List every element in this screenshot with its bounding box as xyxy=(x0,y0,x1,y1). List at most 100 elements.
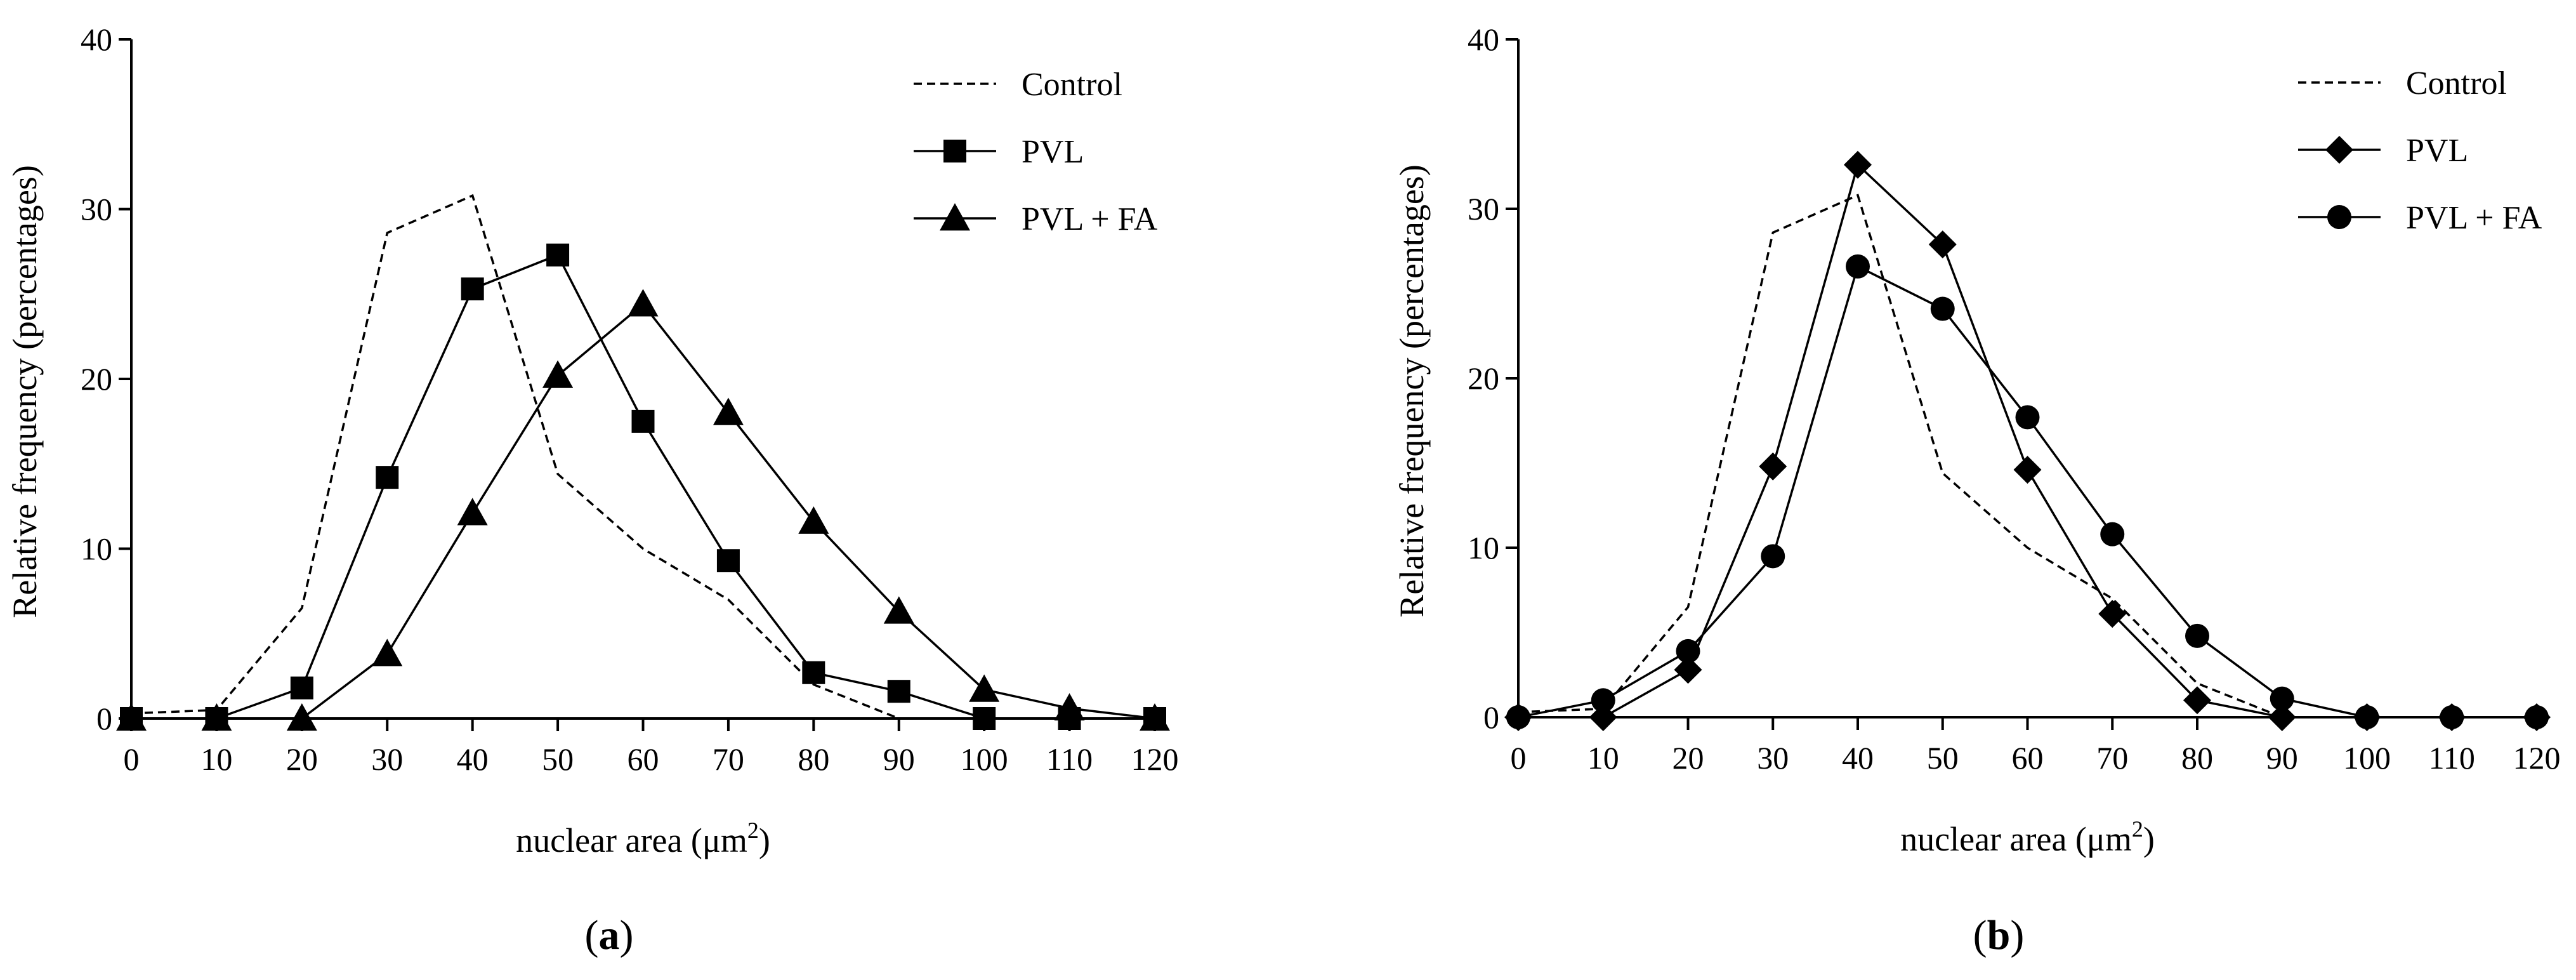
y-tick-label: 20 xyxy=(1468,361,1499,396)
data-point xyxy=(969,674,1000,702)
data-point xyxy=(1054,692,1085,721)
data-point xyxy=(2100,522,2125,546)
series-line xyxy=(131,253,1155,720)
x-tick-label: 80 xyxy=(798,741,829,777)
series-pvl xyxy=(1504,150,2551,731)
data-point xyxy=(1928,230,1957,259)
panel-b: 0 10 20 30 40 0 10 20 30 40 50 60 70 80 90 100 110 120 Rel… xyxy=(1393,22,2561,958)
y-tick-label: 40 xyxy=(81,22,112,57)
data-point xyxy=(116,703,147,731)
x-tick-label: 120 xyxy=(1131,741,1179,777)
data-point xyxy=(1844,150,1872,179)
x-tick-label: 30 xyxy=(1757,740,1789,776)
x-axis-title: nuclear area (μm2) xyxy=(1900,816,2155,858)
series-pvl-fa xyxy=(116,289,1170,731)
data-point xyxy=(457,498,488,526)
data-point xyxy=(716,549,740,573)
data-point xyxy=(542,360,574,388)
data-point xyxy=(1676,639,1700,663)
data-point xyxy=(2013,456,2042,484)
series-line xyxy=(1518,162,2537,718)
y-tick-label: 10 xyxy=(81,531,112,567)
series-line xyxy=(1518,265,2537,718)
panel-label-open: ( xyxy=(1973,912,1987,958)
y-tick-label: 30 xyxy=(1468,191,1499,227)
data-point xyxy=(2268,703,2296,731)
data-point xyxy=(286,703,317,731)
data-point xyxy=(372,639,403,666)
x-tick-label: 50 xyxy=(542,741,574,777)
panel-label: (b) xyxy=(1973,912,2025,958)
legend-label: PVL xyxy=(2406,133,2468,169)
x-tick-label: 110 xyxy=(1046,741,1093,777)
x-tick-label: 110 xyxy=(2429,740,2475,776)
legend-marker xyxy=(940,203,970,231)
data-point xyxy=(1591,688,1615,713)
y-tick-label: 20 xyxy=(81,361,112,397)
series-pvl-fa xyxy=(1506,254,2549,729)
x-tick-label: 90 xyxy=(883,741,915,777)
x-tick-label: 120 xyxy=(2513,740,2561,776)
x-axis-title-superscript: 2 xyxy=(2132,816,2143,842)
data-point xyxy=(713,397,744,425)
x-tick-label: 0 xyxy=(124,741,140,777)
data-point xyxy=(290,676,313,699)
legend-marker xyxy=(943,140,966,162)
data-point xyxy=(2525,705,2549,729)
series-line xyxy=(131,302,1155,720)
panel-a: 0 10 20 30 40 0 10 20 30 40 50 60 70 80 90 100 110 120 Rel… xyxy=(6,22,1179,958)
data-point xyxy=(1506,705,1530,729)
data-point xyxy=(631,409,655,433)
x-tick-label: 80 xyxy=(2181,740,2213,776)
x-tick-label: 20 xyxy=(1672,740,1704,776)
data-point xyxy=(546,243,570,267)
data-point xyxy=(1761,544,1785,569)
y-axis-title: Relative frequency (percentages) xyxy=(6,165,44,618)
x-axis-title-close: ) xyxy=(2143,820,2155,858)
panel-label-letter: b xyxy=(1987,912,2011,958)
x-tick-label: 30 xyxy=(371,741,403,777)
series-control xyxy=(131,194,1155,720)
data-point xyxy=(201,703,232,731)
data-point xyxy=(2270,686,2294,711)
x-tick-label: 0 xyxy=(1511,740,1527,776)
data-point xyxy=(376,466,399,489)
data-point xyxy=(973,707,996,730)
legend-marker xyxy=(2327,205,2351,229)
legend-label: PVL + FA xyxy=(1022,201,1158,237)
x-tick-label: 60 xyxy=(2012,740,2044,776)
legend-label: PVL xyxy=(1022,134,1084,170)
data-point xyxy=(2015,405,2040,430)
panel-label-letter: a xyxy=(599,912,620,958)
panel-label-close: ) xyxy=(2010,912,2024,958)
data-point xyxy=(461,277,484,301)
data-point xyxy=(802,661,825,684)
data-point xyxy=(1846,254,1870,279)
x-axis-title-main: nuclear area (μm xyxy=(516,821,747,859)
data-point xyxy=(1140,703,1170,731)
x-tick-label: 40 xyxy=(457,741,489,777)
x-tick-label: 40 xyxy=(1842,740,1874,776)
panel-label-close: ) xyxy=(620,912,634,958)
x-tick-label: 10 xyxy=(1587,740,1619,776)
data-point xyxy=(1589,703,1617,731)
y-tick-label: 0 xyxy=(1483,699,1499,735)
x-tick-label: 10 xyxy=(200,741,232,777)
panel-label-open: ( xyxy=(585,912,599,958)
x-axis-title-close: ) xyxy=(759,821,770,859)
data-point xyxy=(2440,705,2464,729)
data-point xyxy=(2183,686,2211,715)
y-axis-title: Relative frequency (percentages) xyxy=(1393,164,1431,618)
y-tick-label: 0 xyxy=(96,701,112,736)
legend-label: Control xyxy=(1022,67,1122,103)
legend-label: Control xyxy=(2406,65,2507,102)
data-point xyxy=(1759,452,1787,480)
x-tick-label: 100 xyxy=(961,741,1008,777)
x-axis-title-superscript: 2 xyxy=(747,818,759,843)
y-tick-label: 30 xyxy=(81,192,112,227)
data-point xyxy=(2355,705,2379,729)
x-axis-title: nuclear area (μm2) xyxy=(516,818,770,859)
data-point xyxy=(1674,656,1702,684)
x-tick-label: 20 xyxy=(286,741,318,777)
